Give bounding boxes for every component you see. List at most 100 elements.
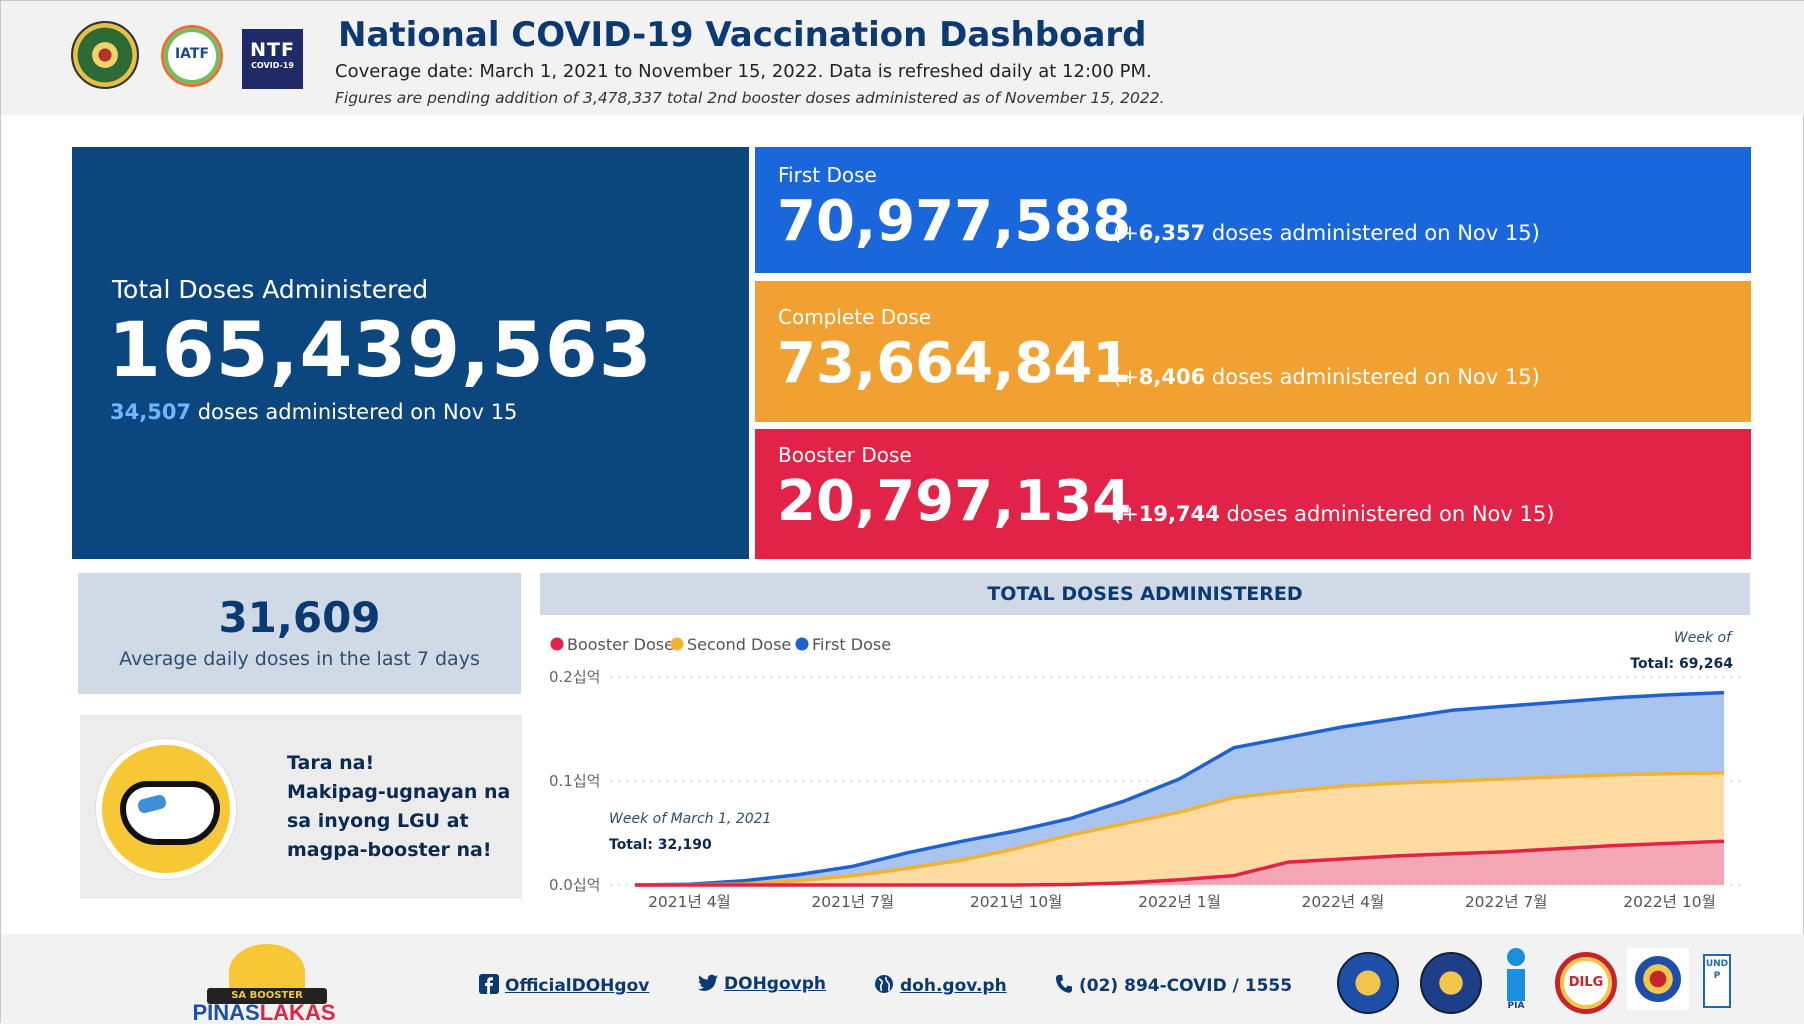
second-dose-line[interactable] bbox=[634, 770, 1725, 887]
chart-areas[interactable] bbox=[634, 690, 1725, 887]
start-annotation-label: Week of March 1, 2021 bbox=[609, 811, 771, 827]
agency-seal-logo bbox=[1627, 948, 1689, 1010]
iatf-logo-text: IATF bbox=[174, 46, 210, 62]
legend-marker bbox=[795, 637, 809, 651]
x-tick-label: 2021년 7월 bbox=[811, 893, 894, 911]
delta-open: (+ bbox=[1113, 221, 1139, 245]
complete-dose-delta: (+8,406 doses administered on Nov 15) bbox=[1113, 365, 1540, 389]
pcoo-seal-logo bbox=[1337, 952, 1399, 1014]
complete-dose-delta-count: 8,406 bbox=[1138, 365, 1206, 389]
iatf-logo: IATF bbox=[161, 25, 223, 87]
undp-text: UNDP bbox=[1705, 959, 1729, 981]
first-dose-card: First Dose 70,977,588 (+6,357 doses admi… bbox=[755, 147, 1751, 273]
footer: SA BOOSTER PINASLAKAS OfficialDOHgov DOH… bbox=[1, 934, 1804, 1026]
ntf-logo-subtext: COVID-19 bbox=[251, 61, 294, 70]
flexed-arm-icon bbox=[96, 739, 236, 879]
average-daily-label: Average daily doses in the last 7 days bbox=[119, 648, 480, 670]
promo-line: Tara na! bbox=[287, 752, 375, 774]
dilg-seal-logo: DILG bbox=[1555, 952, 1617, 1014]
delta-text: doses administered on Nov 15) bbox=[1205, 365, 1540, 389]
delta-open: (+ bbox=[1113, 502, 1139, 526]
chart-legend[interactable]: Booster Dose Second Dose First Dose bbox=[550, 635, 892, 654]
booster-dose-line[interactable] bbox=[635, 839, 1725, 887]
promo-line: magpa-booster na! bbox=[287, 839, 492, 861]
booster-dose-card: Booster Dose 20,797,134 (+19,744 doses a… bbox=[755, 429, 1751, 559]
start-annotation-total: Total: 32,190 bbox=[609, 837, 712, 853]
legend-label[interactable]: First Dose bbox=[812, 635, 891, 654]
booster-dose-delta-count: 19,744 bbox=[1138, 502, 1220, 526]
coverage-text: Coverage date: March 1, 2021 to November… bbox=[335, 61, 1152, 82]
chart-annotations: Week of March 1, 2021 Total: 32,190 Week o… bbox=[609, 630, 1733, 853]
presidential-seal-logo bbox=[1420, 952, 1482, 1014]
end-annotation-label: Week of bbox=[1674, 630, 1733, 646]
legend-marker bbox=[670, 637, 684, 651]
average-daily-value: 31,609 bbox=[218, 593, 381, 642]
website-link[interactable]: doh.gov.ph bbox=[874, 974, 1007, 996]
pia-text: PIA bbox=[1507, 1001, 1525, 1011]
first-dose-label: First Dose bbox=[778, 163, 877, 187]
x-tick-label: 2021년 10월 bbox=[970, 893, 1063, 911]
first-dose-line[interactable] bbox=[634, 690, 1725, 887]
phone-number: (02) 894-COVID / 1555 bbox=[1079, 976, 1293, 996]
x-axis-labels: 2021년 4월 2021년 7월 2021년 10월 2022년 1월 2022년 4… bbox=[648, 893, 1716, 911]
twitter-handle[interactable]: DOHgovph bbox=[724, 974, 826, 994]
booster-dose-area[interactable] bbox=[635, 841, 1724, 885]
booster-dose-value: 20,797,134 bbox=[777, 469, 1132, 534]
total-daily-count: 34,507 bbox=[110, 400, 192, 424]
pia-dot bbox=[1507, 948, 1525, 966]
booster-promo-card: Tara na! Makipag-ugnayan na sa inyong LG… bbox=[80, 715, 522, 899]
pinaslakas-tagline: SA BOOSTER bbox=[207, 988, 327, 1004]
first-dose-value: 70,977,588 bbox=[777, 189, 1132, 254]
complete-dose-label: Complete Dose bbox=[778, 305, 932, 329]
agency-seal-mark bbox=[1635, 956, 1681, 1002]
facebook-link[interactable]: OfficialDOHgov bbox=[479, 974, 649, 996]
promo-line: Makipag-ugnayan na bbox=[287, 781, 511, 803]
x-tick-label: 2022년 10월 bbox=[1623, 893, 1716, 911]
facebook-icon bbox=[479, 974, 499, 994]
ntf-covid19-logo: NTF COVID-19 bbox=[242, 29, 303, 89]
x-tick-label: 2022년 4월 bbox=[1301, 893, 1384, 911]
pia-logo: PIA bbox=[1503, 948, 1529, 1014]
pinas-word: PINAS bbox=[192, 1000, 260, 1025]
total-daily-line: 34,507 doses administered on Nov 15 bbox=[110, 400, 517, 424]
promo-line: sa inyong LGU at bbox=[287, 810, 469, 832]
complete-dose-card: Complete Dose 73,664,841 (+8,406 doses a… bbox=[755, 281, 1751, 422]
legend-label[interactable]: Booster Dose bbox=[567, 635, 674, 654]
arm-shape bbox=[120, 781, 220, 845]
total-doses-value: 165,439,563 bbox=[108, 305, 653, 394]
globe-icon bbox=[875, 975, 893, 993]
x-tick-label: 2021년 4월 bbox=[648, 893, 731, 911]
ntf-logo-text: NTF bbox=[250, 39, 295, 61]
booster-dose-label: Booster Dose bbox=[778, 443, 912, 467]
y-tick-label: 0.2십억 bbox=[549, 668, 600, 686]
phone-icon bbox=[1055, 975, 1072, 993]
phone-contact[interactable]: (02) 894-COVID / 1555 bbox=[1055, 974, 1292, 996]
pia-bar bbox=[1507, 969, 1525, 1001]
x-tick-label: 2022년 7월 bbox=[1465, 893, 1548, 911]
y-tick-label: 0.1십억 bbox=[549, 772, 600, 790]
facebook-handle[interactable]: OfficialDOHgov bbox=[505, 976, 650, 996]
delta-text: doses administered on Nov 15) bbox=[1219, 502, 1555, 526]
first-dose-delta-count: 6,357 bbox=[1138, 221, 1206, 245]
twitter-link[interactable]: DOHgovph bbox=[698, 974, 826, 994]
end-annotation-total: Total: 69,264 bbox=[1630, 656, 1733, 672]
header: IATF NTF COVID-19 National COVID-19 Vacc… bbox=[1, 1, 1804, 115]
delta-open: (+ bbox=[1113, 365, 1139, 389]
pinaslakas-wordmark: PINASLAKAS bbox=[181, 1000, 347, 1026]
first-dose-delta: (+6,357 doses administered on Nov 15) bbox=[1113, 221, 1540, 245]
doh-seal-logo bbox=[71, 21, 139, 89]
x-tick-label: 2022년 1월 bbox=[1138, 893, 1221, 911]
twitter-icon bbox=[698, 974, 718, 991]
pending-note: Figures are pending addition of 3,478,33… bbox=[335, 89, 1165, 107]
total-doses-area-chart[interactable]: Booster Dose Second Dose First Dose 0.2십억0… bbox=[540, 615, 1750, 915]
chart-title: TOTAL DOSES ADMINISTERED bbox=[540, 573, 1750, 615]
page-title: National COVID-19 Vaccination Dashboard bbox=[338, 15, 1147, 55]
website-url[interactable]: doh.gov.ph bbox=[900, 976, 1007, 996]
total-daily-text: doses administered on Nov 15 bbox=[191, 400, 518, 424]
promo-text: Tara na! Makipag-ugnayan na sa inyong LG… bbox=[287, 749, 510, 865]
y-tick-label: 0.0십억 bbox=[549, 876, 600, 894]
legend-label[interactable]: Second Dose bbox=[687, 635, 791, 654]
y-axis-labels: 0.2십억 0.1십억 0.0십억 bbox=[549, 668, 600, 894]
dilg-text: DILG bbox=[1568, 975, 1604, 990]
